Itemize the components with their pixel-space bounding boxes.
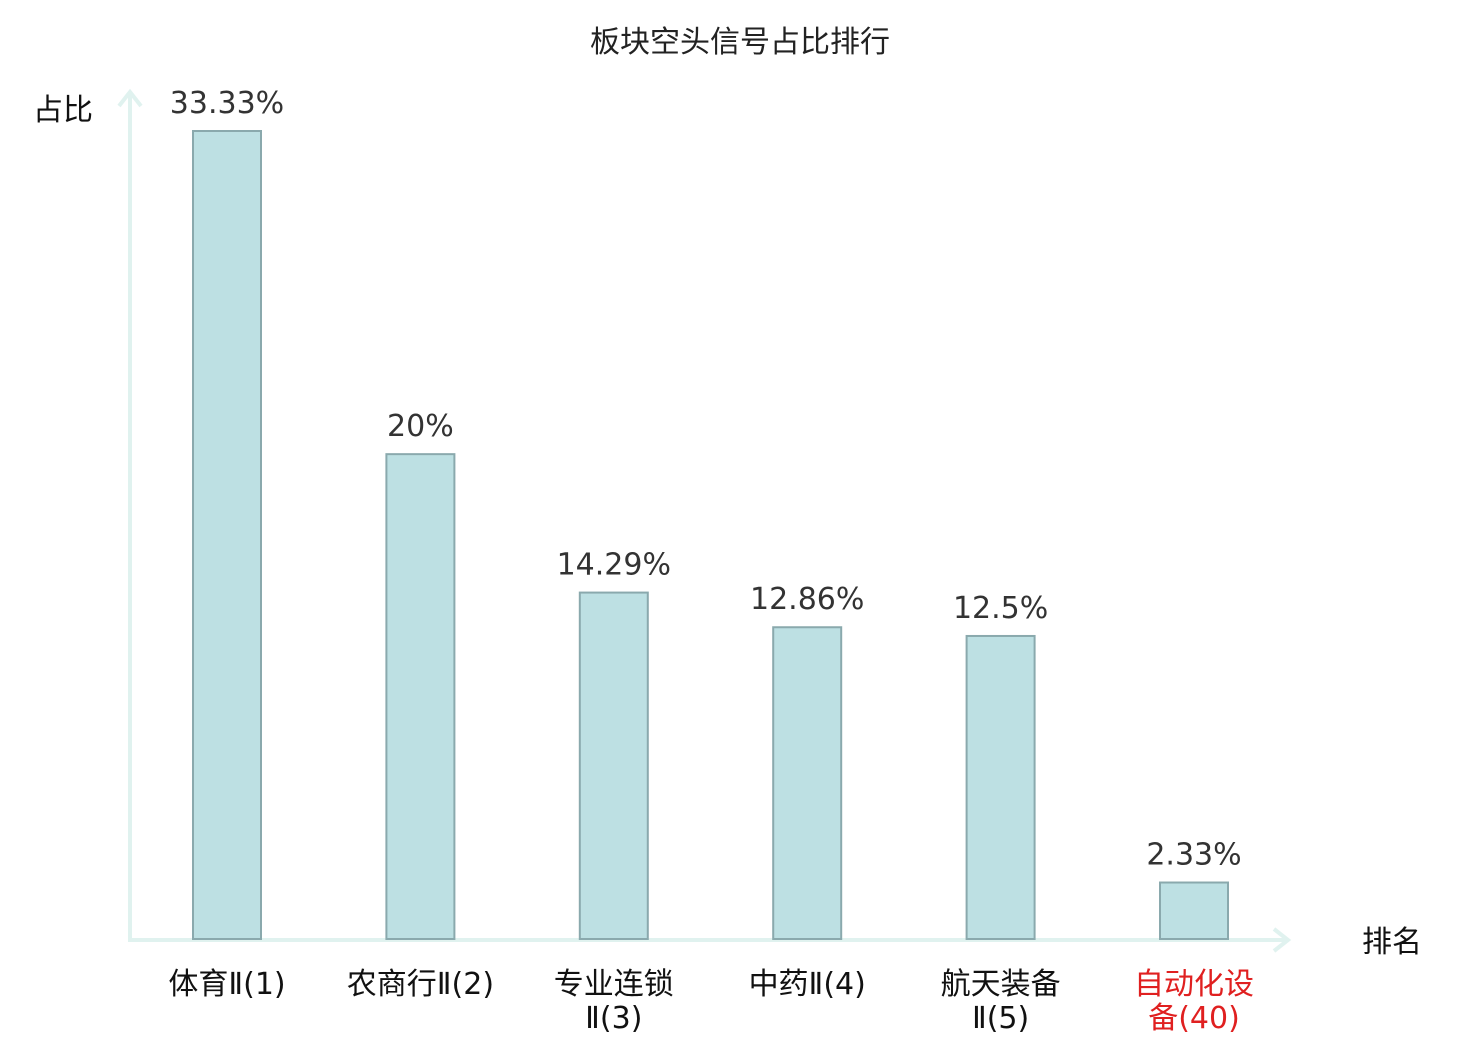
category-label-3-line-1: 专业连锁	[554, 967, 674, 1002]
value-label-2: 20%	[387, 409, 454, 444]
bar-6	[1159, 881, 1229, 940]
x-axis	[128, 927, 1292, 953]
x-axis-label: 排名	[1362, 925, 1422, 960]
value-label-3: 14.29%	[557, 548, 671, 583]
y-axis-label: 占比	[33, 93, 93, 128]
bar-3	[578, 591, 649, 940]
category-label-6-line-1: 自动化设	[1134, 967, 1254, 1002]
category-label-2: 农商行Ⅱ(2)	[347, 967, 494, 1002]
category-label-4: 中药Ⅱ(4)	[749, 967, 866, 1002]
value-label-6: 2.33%	[1146, 838, 1241, 873]
value-label-1: 33.33%	[170, 86, 284, 121]
bar-2	[385, 453, 456, 940]
category-label-5-line-2: Ⅱ(5)	[972, 1001, 1029, 1036]
category-label-1: 体育Ⅱ(1)	[168, 967, 285, 1002]
bar-1	[192, 130, 262, 940]
bar-4	[772, 626, 843, 940]
bar-5	[965, 634, 1036, 941]
y-axis	[117, 88, 143, 940]
chart-title: 板块空头信号占比排行	[590, 25, 890, 60]
value-label-4: 12.86%	[750, 582, 864, 617]
value-label-5: 12.5%	[953, 591, 1048, 626]
category-label-6-line-2: 备(40)	[1148, 1001, 1240, 1036]
category-label-5-line-1: 航天装备	[941, 967, 1061, 1002]
category-label-3-line-2: Ⅱ(3)	[585, 1001, 642, 1036]
